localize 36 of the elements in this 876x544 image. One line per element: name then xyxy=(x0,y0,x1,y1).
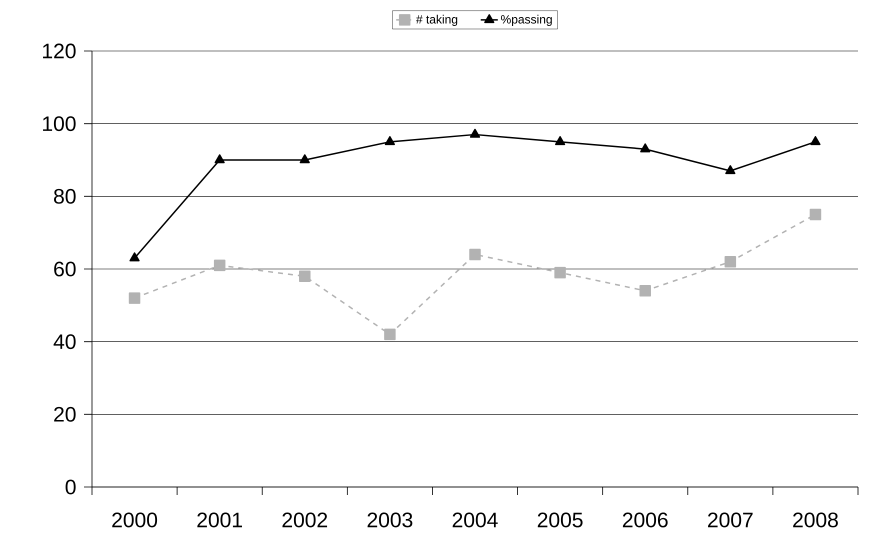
point xyxy=(469,248,481,260)
y-tick-label: 60 xyxy=(54,262,76,276)
legend-label: # taking xyxy=(416,14,458,26)
x-tick-label: 2001 xyxy=(197,512,242,528)
point xyxy=(299,270,311,282)
y-tick-label: 120 xyxy=(43,44,76,58)
x-tick-label: 2008 xyxy=(793,512,838,528)
x-tick-label: 2002 xyxy=(282,512,328,528)
point xyxy=(384,328,396,340)
x-tick-label: 2000 xyxy=(112,512,158,528)
point xyxy=(725,165,736,174)
point xyxy=(810,208,822,220)
point xyxy=(300,154,310,164)
point xyxy=(555,136,566,146)
point xyxy=(214,154,225,164)
x-tick-label: 2005 xyxy=(538,512,583,528)
x-tick-label: 2003 xyxy=(368,512,412,528)
x-tick-label: 2007 xyxy=(708,512,753,528)
y-tick-label: 40 xyxy=(54,334,76,350)
y-tick-label: 100 xyxy=(43,116,76,132)
point xyxy=(214,260,226,272)
y-tick-label: 20 xyxy=(54,406,76,422)
point xyxy=(554,266,566,278)
point xyxy=(639,285,651,297)
legend-label: %passing xyxy=(500,14,552,26)
point xyxy=(384,136,395,146)
point xyxy=(129,252,140,262)
point xyxy=(470,128,480,138)
x-tick-label: 2004 xyxy=(452,512,498,528)
point xyxy=(810,136,821,146)
point xyxy=(724,256,736,268)
y-tick-label: 0 xyxy=(66,480,76,494)
y-tick-label: 80 xyxy=(54,188,76,204)
point xyxy=(640,143,650,152)
x-tick-label: 2006 xyxy=(622,512,668,528)
point xyxy=(128,292,140,304)
